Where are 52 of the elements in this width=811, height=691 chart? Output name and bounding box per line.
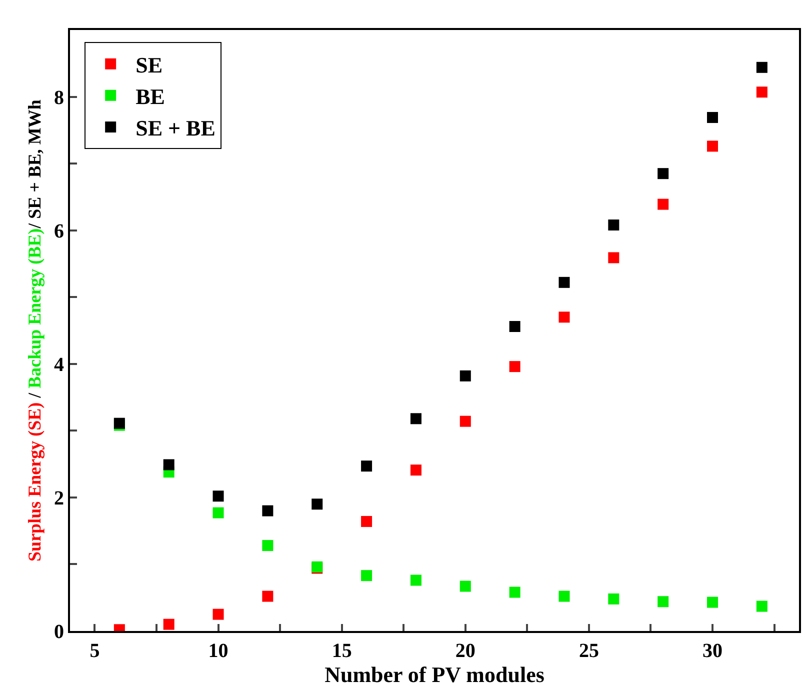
point <box>212 608 224 620</box>
point <box>558 312 570 323</box>
point <box>707 112 718 123</box>
point <box>658 198 669 210</box>
point <box>361 516 372 527</box>
point <box>608 593 620 604</box>
point <box>756 62 768 73</box>
legend-label: SE <box>136 52 162 78</box>
point <box>756 86 768 98</box>
point <box>608 219 620 230</box>
point <box>509 586 520 598</box>
point <box>262 590 274 602</box>
point <box>608 252 620 264</box>
point <box>361 570 372 582</box>
point <box>658 168 669 180</box>
point <box>212 490 224 502</box>
point <box>509 320 520 332</box>
y-axis-title: Surplus Energy (SE) / Backup Energy (BE)/ SE + BE, MWh <box>24 100 45 562</box>
point <box>410 574 422 586</box>
y-tick-label: 0 <box>54 621 64 643</box>
x-tick-label: 5 <box>90 640 100 662</box>
point <box>756 600 768 612</box>
point <box>558 276 570 288</box>
x-tick-label: 15 <box>332 640 352 662</box>
point <box>509 361 520 372</box>
point <box>460 370 471 382</box>
x-tick-label: 25 <box>578 640 599 662</box>
x-axis-title: Number of PV modules <box>324 662 545 687</box>
y-tick-label: 8 <box>54 86 64 109</box>
point <box>262 540 274 552</box>
x-tick-label: 20 <box>455 640 476 662</box>
point <box>312 498 323 510</box>
x-tick-label: 10 <box>208 640 228 662</box>
point <box>707 140 718 152</box>
point <box>460 416 471 427</box>
point <box>361 460 372 472</box>
legend-label: BE <box>136 84 165 109</box>
point <box>212 507 224 518</box>
point <box>658 596 669 608</box>
y-tick-label: 6 <box>54 220 64 242</box>
point <box>707 596 718 608</box>
x-tick-label: 30 <box>702 640 723 662</box>
point <box>460 580 471 592</box>
point <box>163 618 174 630</box>
point <box>163 459 174 470</box>
legend-label: SE + BE <box>136 116 216 141</box>
point <box>558 590 570 602</box>
y-tick-label: 2 <box>54 487 64 510</box>
point <box>410 413 422 424</box>
point <box>262 505 274 516</box>
y-tick-label: 4 <box>54 354 64 376</box>
point <box>410 464 422 476</box>
